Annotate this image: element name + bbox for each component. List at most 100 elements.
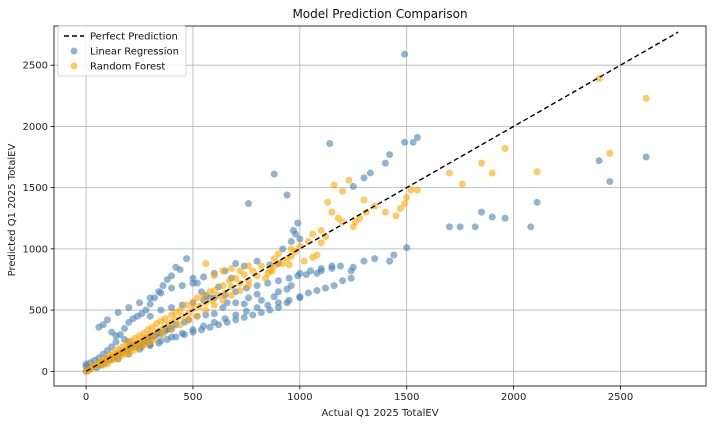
point-linear-regression <box>347 267 355 275</box>
point-random-forest <box>317 239 325 247</box>
point-random-forest <box>245 262 253 270</box>
point-random-forest <box>407 186 415 194</box>
point-linear-regression <box>488 213 496 221</box>
point-random-forest <box>202 260 210 268</box>
legend-marker-linear-regression <box>70 47 78 55</box>
point-linear-regression <box>274 299 282 307</box>
point-linear-regression <box>157 306 165 314</box>
point-linear-regression <box>253 290 261 298</box>
legend-label-linear-regression: Linear Regression <box>90 47 179 58</box>
point-linear-regression <box>146 294 154 302</box>
point-linear-regression <box>178 329 186 337</box>
point-linear-regression <box>232 311 240 319</box>
point-random-forest <box>270 255 278 263</box>
point-linear-regression <box>232 299 240 307</box>
point-linear-regression <box>206 323 214 331</box>
y-tick-label: 500 <box>29 306 48 317</box>
point-random-forest <box>112 355 120 363</box>
x-tick-label: 1000 <box>287 392 312 403</box>
y-tick-label: 0 <box>42 367 48 378</box>
legend: Perfect Prediction Linear Regression Ran… <box>57 25 187 77</box>
x-tick-label: 500 <box>183 392 202 403</box>
point-random-forest <box>285 261 293 269</box>
point-linear-regression <box>200 273 208 281</box>
point-random-forest <box>189 299 197 307</box>
point-random-forest <box>501 144 509 152</box>
point-random-forest <box>458 180 466 188</box>
point-random-forest <box>309 230 317 238</box>
point-linear-regression <box>501 214 509 222</box>
point-linear-regression <box>360 257 368 265</box>
point-linear-regression <box>321 284 329 292</box>
point-linear-regression <box>274 277 282 285</box>
point-linear-regression <box>279 245 287 253</box>
point-linear-regression <box>445 223 453 231</box>
point-linear-regression <box>240 300 248 308</box>
point-random-forest <box>264 269 272 277</box>
point-linear-regression <box>287 238 295 246</box>
point-linear-regression <box>146 312 154 320</box>
point-linear-regression <box>245 294 253 302</box>
point-linear-regression <box>157 289 165 297</box>
point-random-forest <box>146 338 154 346</box>
point-linear-regression <box>366 169 374 177</box>
point-linear-regression <box>202 311 210 319</box>
point-random-forest <box>533 168 541 176</box>
point-linear-regression <box>642 153 650 161</box>
point-linear-regression <box>349 182 357 190</box>
point-linear-regression <box>142 306 150 314</box>
x-axis-label: Actual Q1 2025 TotalEV <box>321 408 438 419</box>
point-linear-regression <box>112 332 120 340</box>
point-linear-regression <box>103 316 111 324</box>
point-linear-regression <box>125 304 133 312</box>
point-random-forest <box>193 312 201 320</box>
point-linear-regression <box>386 257 394 265</box>
point-linear-regression <box>283 191 291 199</box>
data-points <box>82 50 650 375</box>
point-linear-regression <box>285 296 293 304</box>
point-random-forest <box>362 208 370 216</box>
point-linear-regression <box>159 282 167 290</box>
point-random-forest <box>300 257 308 265</box>
point-linear-regression <box>136 299 144 307</box>
point-linear-regression <box>221 315 229 323</box>
point-linear-regression <box>606 178 614 186</box>
point-linear-regression <box>270 170 278 178</box>
point-random-forest <box>349 223 357 231</box>
point-linear-regression <box>401 138 409 146</box>
point-linear-regression <box>112 338 120 346</box>
point-random-forest <box>185 316 193 324</box>
point-random-forest <box>159 331 167 339</box>
point-random-forest <box>274 250 282 258</box>
point-random-forest <box>176 321 184 329</box>
point-linear-regression <box>595 157 603 165</box>
point-linear-regression <box>95 323 103 331</box>
point-linear-regression <box>270 293 278 301</box>
point-linear-regression <box>527 223 535 231</box>
point-random-forest <box>478 159 486 167</box>
legend-label-random-forest: Random Forest <box>90 62 165 73</box>
point-linear-regression <box>403 244 411 252</box>
point-random-forest <box>606 149 614 157</box>
point-random-forest <box>403 193 411 201</box>
point-random-forest <box>121 350 129 358</box>
point-random-forest <box>381 208 389 216</box>
point-linear-regression <box>296 293 304 301</box>
point-random-forest <box>360 196 368 204</box>
point-random-forest <box>129 346 137 354</box>
point-random-forest <box>236 286 244 294</box>
point-random-forest <box>219 296 227 304</box>
point-linear-regression <box>210 318 218 326</box>
point-random-forest <box>396 204 404 212</box>
x-tick-label: 2000 <box>501 392 526 403</box>
point-linear-regression <box>210 310 218 318</box>
point-random-forest <box>138 342 146 350</box>
point-linear-regression <box>176 266 184 274</box>
point-linear-regression <box>390 251 398 259</box>
point-linear-regression <box>409 138 417 146</box>
point-linear-regression <box>200 322 208 330</box>
point-linear-regression <box>168 333 176 341</box>
point-linear-regression <box>257 309 265 317</box>
point-linear-regression <box>183 255 191 263</box>
